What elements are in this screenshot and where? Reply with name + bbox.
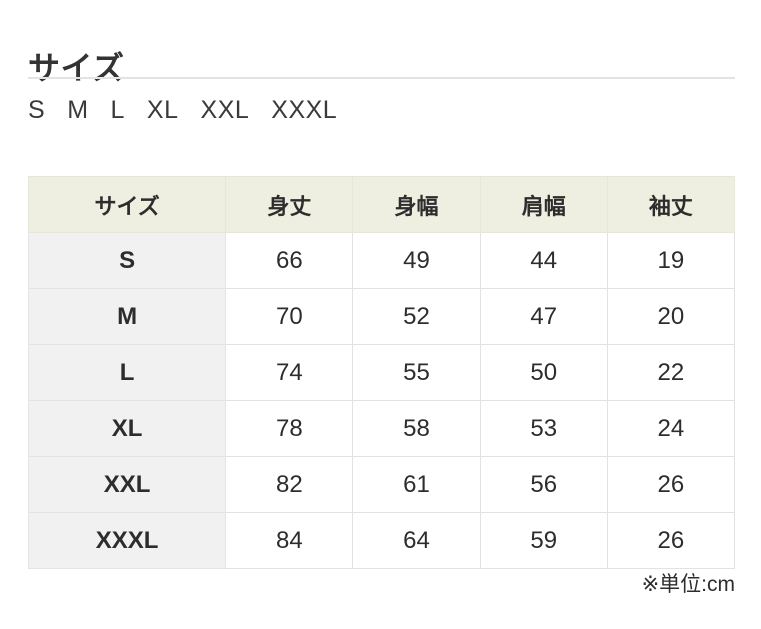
cell-length: 84 xyxy=(225,512,354,569)
cell-shoulder: 47 xyxy=(479,288,608,345)
cell-length: 82 xyxy=(225,456,354,513)
size-table-container: サイズ 身丈 身幅 肩幅 袖丈 S 66 49 44 19 M 70 xyxy=(27,176,736,569)
cell-sleeve: 24 xyxy=(606,400,736,457)
cell-sleeve: 26 xyxy=(606,512,736,569)
size-token: M xyxy=(67,96,89,124)
cell-width: 64 xyxy=(352,512,481,569)
table-header-row: サイズ 身丈 身幅 肩幅 袖丈 xyxy=(27,176,736,233)
cell-shoulder: 56 xyxy=(479,456,608,513)
cell-length: 66 xyxy=(225,232,354,289)
column-header-size: サイズ xyxy=(27,176,227,233)
row-header-size: XXL xyxy=(27,456,227,513)
page-title: サイズ xyxy=(28,49,125,86)
cell-width: 49 xyxy=(352,232,481,289)
column-header-width: 身幅 xyxy=(352,176,481,233)
cell-sleeve: 20 xyxy=(606,288,736,345)
size-token: S xyxy=(28,96,46,124)
cell-length: 70 xyxy=(225,288,354,345)
size-token: XXL xyxy=(200,96,250,124)
size-token: L xyxy=(110,96,125,124)
cell-width: 55 xyxy=(352,344,481,401)
title-divider xyxy=(28,77,735,79)
cell-shoulder: 44 xyxy=(479,232,608,289)
size-token: XXXL xyxy=(271,96,338,124)
size-token: XL xyxy=(146,96,179,124)
cell-width: 58 xyxy=(352,400,481,457)
column-header-shoulder: 肩幅 xyxy=(479,176,608,233)
cell-width: 61 xyxy=(352,456,481,513)
cell-sleeve: 19 xyxy=(606,232,736,289)
column-header-length: 身丈 xyxy=(225,176,354,233)
row-header-size: XL xyxy=(27,400,227,457)
cell-shoulder: 53 xyxy=(479,400,608,457)
row-header-size: S xyxy=(27,232,227,289)
unit-footnote: ※単位:cm xyxy=(641,573,735,596)
table-row: XXXL 84 64 59 26 xyxy=(27,512,736,569)
cell-sleeve: 26 xyxy=(606,456,736,513)
cell-sleeve: 22 xyxy=(606,344,736,401)
cell-width: 52 xyxy=(352,288,481,345)
row-header-size: M xyxy=(27,288,227,345)
table-row: M 70 52 47 20 xyxy=(27,288,736,345)
table-row: XL 78 58 53 24 xyxy=(27,400,736,457)
table-row: L 74 55 50 22 xyxy=(27,344,736,401)
table-row: S 66 49 44 19 xyxy=(27,232,736,289)
cell-shoulder: 59 xyxy=(479,512,608,569)
cell-length: 78 xyxy=(225,400,354,457)
available-sizes-list: S M L XL XXL XXXL xyxy=(28,96,337,125)
column-header-sleeve: 袖丈 xyxy=(606,176,736,233)
row-header-size: XXXL xyxy=(27,512,227,569)
table-row: XXL 82 61 56 26 xyxy=(27,456,736,513)
size-measurement-table: サイズ 身丈 身幅 肩幅 袖丈 S 66 49 44 19 M 70 xyxy=(27,176,736,569)
cell-length: 74 xyxy=(225,344,354,401)
cell-shoulder: 50 xyxy=(479,344,608,401)
row-header-size: L xyxy=(27,344,227,401)
